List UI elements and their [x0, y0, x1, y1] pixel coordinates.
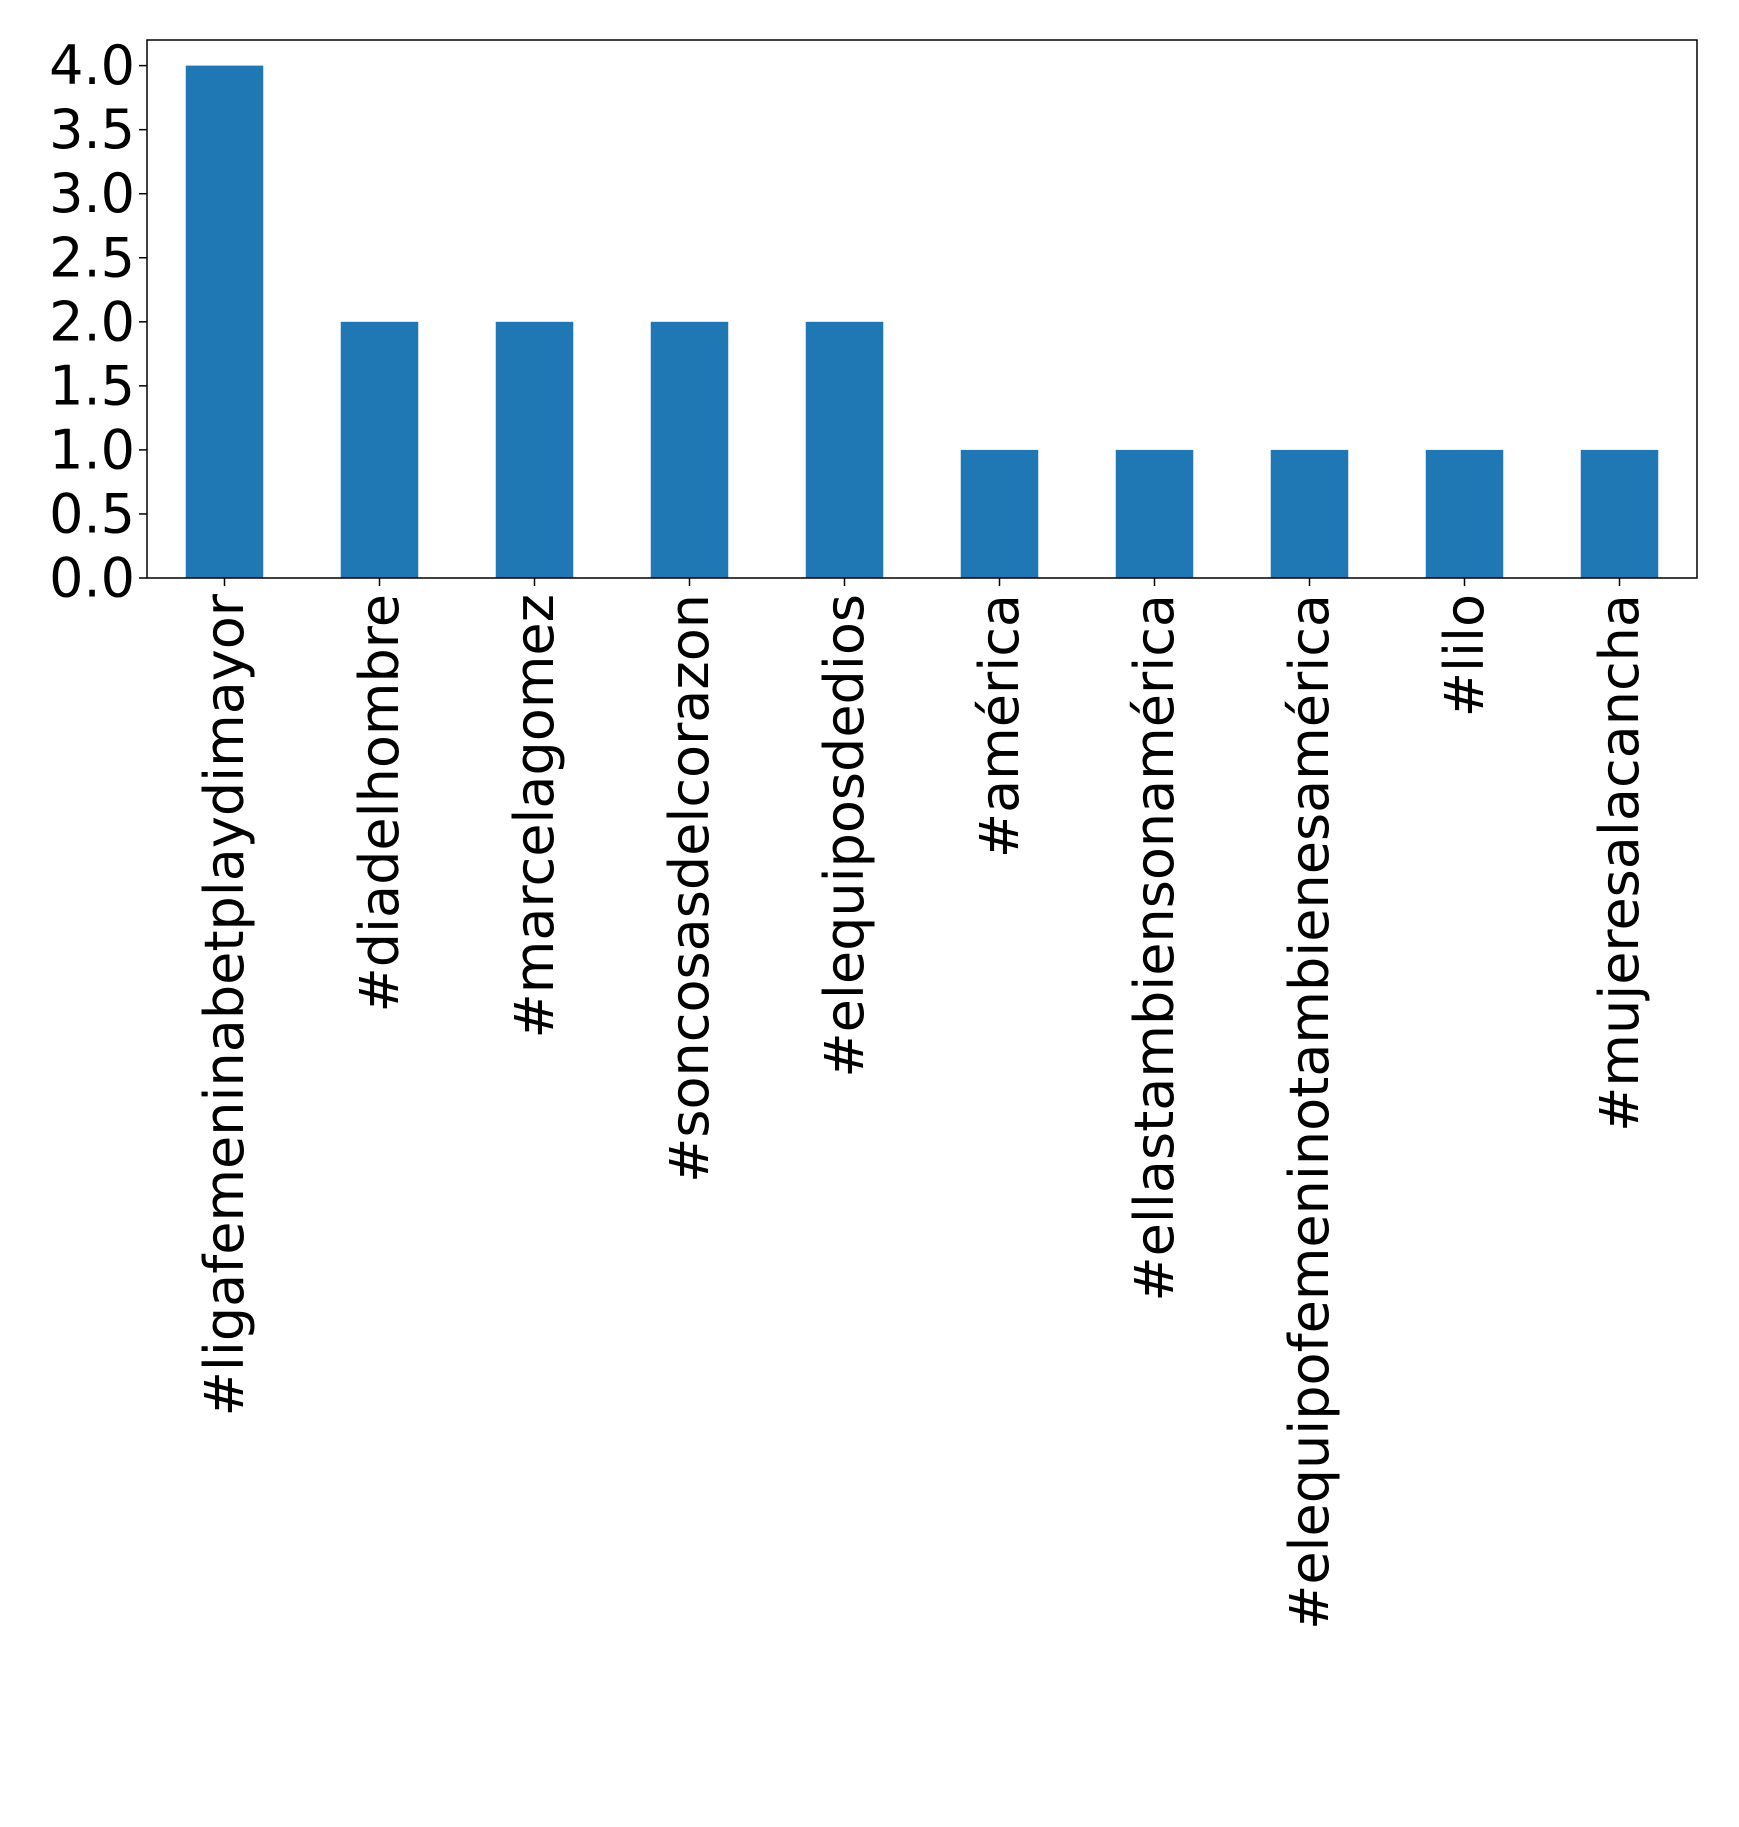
bar [805, 321, 884, 578]
x-tick-label: #elequiposdedios [813, 594, 876, 1078]
x-tick-label: #marcelagomez [503, 594, 566, 1038]
x-tick-label: #ellastambiensonamérica [1123, 594, 1186, 1302]
y-tick-label: 2.5 [49, 226, 135, 289]
x-axis: #ligafemeninabetplaydimayor #diadelhombre… [193, 578, 1651, 1630]
bars-group [185, 65, 1659, 579]
x-tick-label: #lilo [1433, 594, 1496, 717]
bar [185, 65, 264, 579]
plot-frame [146, 39, 1698, 579]
x-tick-label: #soncosasdelcorazon [658, 594, 721, 1183]
bar [1270, 449, 1349, 578]
y-tick-label: 1.0 [49, 418, 135, 481]
bar [960, 449, 1039, 578]
y-tick-label: 1.5 [49, 354, 135, 417]
bar [1425, 449, 1504, 578]
bar [1580, 449, 1659, 578]
y-tick-label: 0.0 [49, 547, 135, 610]
y-tick-label: 3.0 [49, 162, 135, 225]
y-tick-label: 0.5 [49, 482, 135, 545]
x-tick-label: #mujeresalacancha [1588, 594, 1651, 1132]
x-tick-label: #ligafemeninabetplaydimayor [193, 593, 256, 1416]
y-tick-label: 3.5 [49, 98, 135, 161]
x-tick-label: #elequipofemeninotambienesamérica [1278, 594, 1341, 1630]
y-axis: 0.00.51.01.52.02.53.03.54.0 [49, 34, 147, 610]
y-tick-label: 4.0 [49, 34, 135, 97]
y-tick-label: 2.0 [49, 290, 135, 353]
bar [1115, 449, 1194, 578]
bar [340, 321, 419, 578]
bar [495, 321, 574, 578]
bar [650, 321, 729, 578]
x-tick-label: #américa [968, 594, 1031, 858]
x-tick-label: #diadelhombre [348, 594, 411, 1013]
